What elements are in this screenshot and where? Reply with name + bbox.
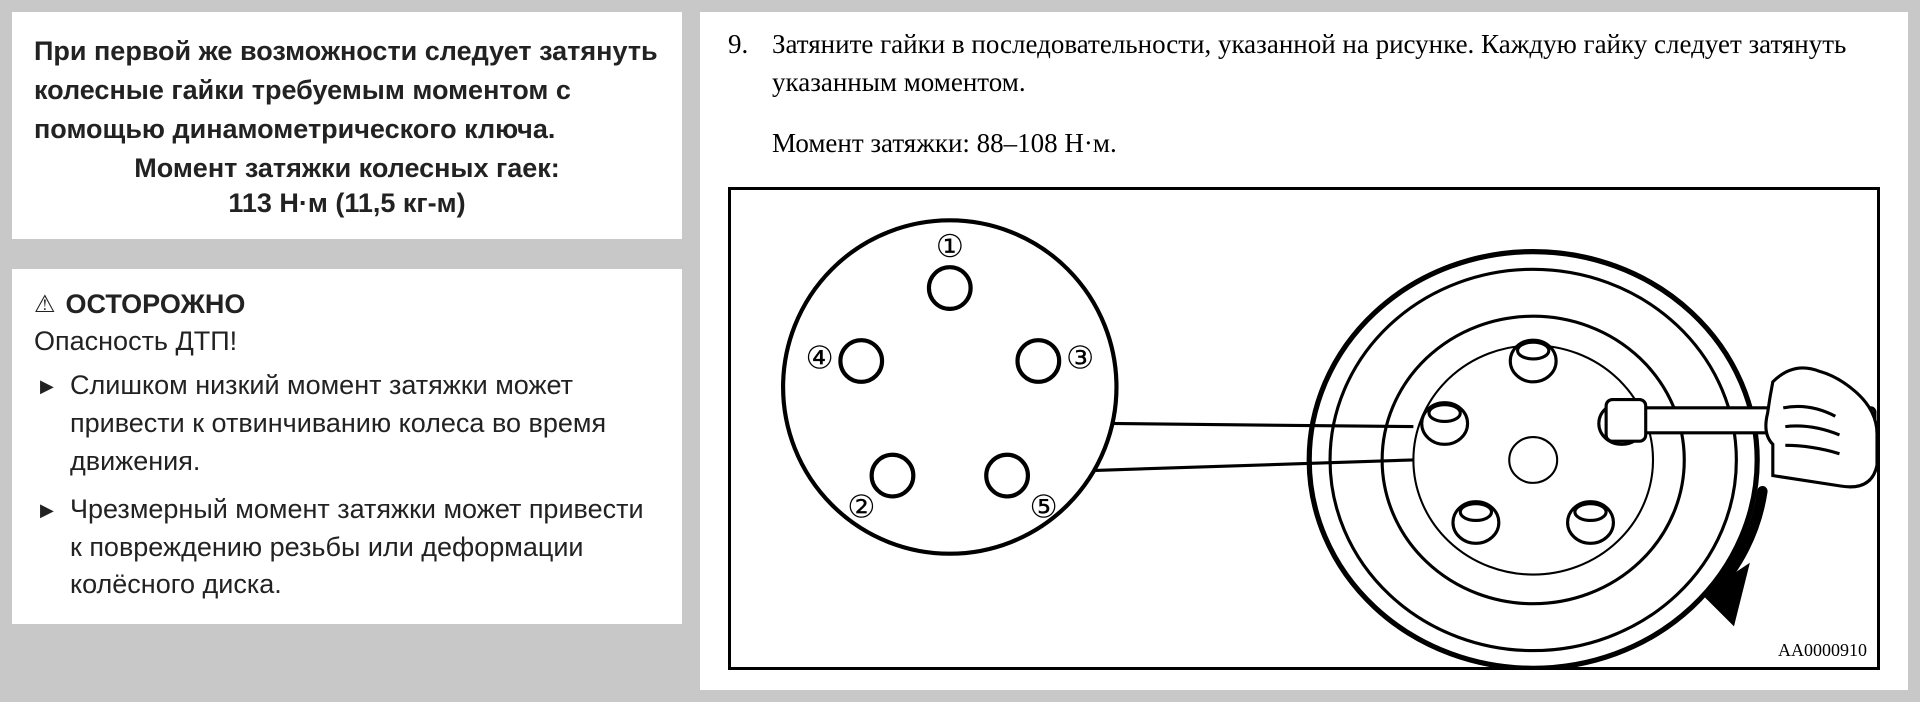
warning-subtitle: Опасность ДТП! xyxy=(34,326,660,357)
nut-label-2: ② xyxy=(847,489,875,524)
warning-item: Чрезмерный момент затяжки может привести… xyxy=(40,491,660,604)
torque-value: 113 Н·м (11,5 кг-м) xyxy=(34,188,660,219)
warning-list: Слишком низкий момент затяжки может прив… xyxy=(34,367,660,604)
torque-label: Момент затяжки колесных гаек: xyxy=(34,153,660,184)
torque-spec: Момент затяжки: 88–108 Н·м. xyxy=(772,128,1880,159)
torque-sentence: При первой же возможности следует затяну… xyxy=(34,32,660,149)
step-number: 9. xyxy=(728,26,758,102)
warning-title: ОСТОРОЖНО xyxy=(66,289,246,320)
warning-item: Слишком низкий момент затяжки может прив… xyxy=(40,367,660,480)
figure-box: ① ② ③ ④ ⑤ AA0000910 xyxy=(728,187,1880,670)
warning-icon: ⚠ xyxy=(34,293,56,317)
step-panel: 9. Затяните гайки в последовательности, … xyxy=(700,12,1908,690)
nut-label-4: ④ xyxy=(806,340,834,375)
nut-label-3: ③ xyxy=(1066,340,1094,375)
figure-code: AA0000910 xyxy=(1778,640,1867,661)
warning-block: ⚠ ОСТОРОЖНО Опасность ДТП! Слишком низки… xyxy=(12,269,682,624)
wheel-diagram: ① ② ③ ④ ⑤ xyxy=(731,190,1877,667)
nut-label-1: ① xyxy=(936,228,964,263)
nut-label-5: ⑤ xyxy=(1030,489,1058,524)
torque-instruction-block: При первой же возможности следует затяну… xyxy=(12,12,682,239)
step-text: Затяните гайки в последовательности, ука… xyxy=(772,26,1880,102)
